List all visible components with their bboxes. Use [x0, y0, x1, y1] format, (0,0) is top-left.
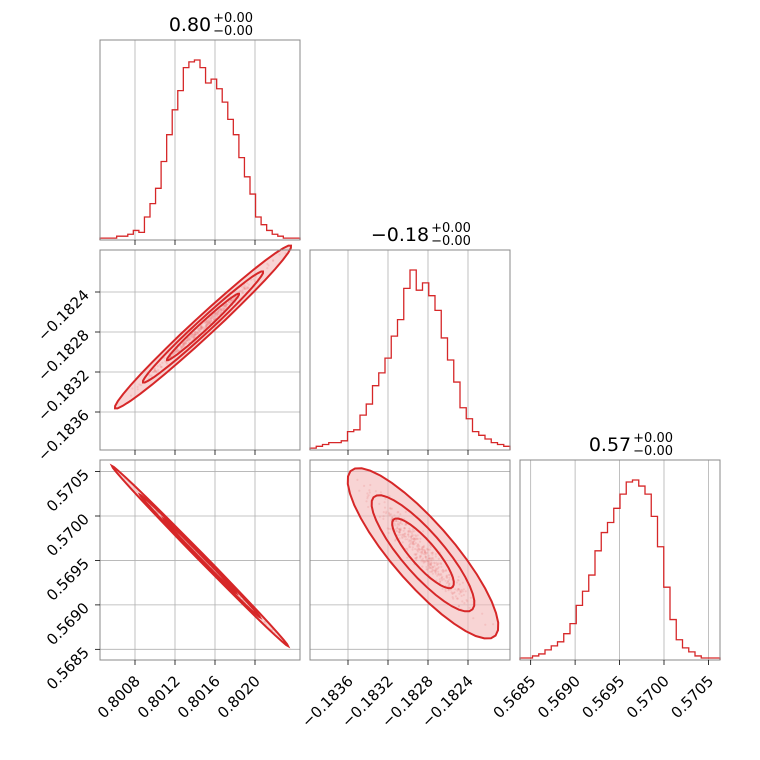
- y-tick-label: 0.5700: [43, 510, 93, 560]
- panel-frame-0-0: [99, 39, 301, 241]
- contour-level-2: [166, 292, 240, 362]
- panel-frame-2-1: [309, 459, 511, 661]
- panel-title-lower: −0.00: [431, 234, 471, 249]
- x-tick-label: 0.8008: [94, 672, 144, 722]
- histogram-2: [519, 479, 721, 660]
- panel-title-upper: +0.00: [213, 11, 253, 26]
- contour-level-1: [370, 494, 476, 613]
- panel-title-upper: +0.00: [431, 221, 471, 236]
- contour-level-1: [142, 270, 264, 384]
- scatter-panel-1-0: [113, 244, 293, 410]
- panel-frame-1-1: [309, 249, 511, 451]
- x-tick-label: 0.8012: [134, 672, 184, 722]
- panel-title-lower: −0.00: [633, 444, 673, 459]
- panel-title-value: −0.18: [371, 224, 429, 246]
- x-tick-label: 0.8020: [214, 672, 264, 722]
- panel-frame-2-0: [99, 459, 301, 661]
- scatter-panel-2-1: [346, 467, 500, 640]
- y-tick-label: 0.5690: [43, 599, 93, 649]
- y-tick-label: 0.5695: [43, 555, 93, 605]
- contour-level-0: [113, 244, 293, 410]
- y-tick-label: 0.5685: [43, 643, 93, 693]
- x-tick-label: 0.5700: [623, 672, 673, 722]
- x-tick-label: 0.5685: [490, 672, 540, 722]
- x-tick-label: 0.5695: [579, 672, 629, 722]
- panel-title-value: 0.80: [169, 14, 211, 36]
- contour-level-2: [161, 516, 239, 596]
- contour-level-2: [391, 517, 455, 590]
- y-tick-label: 0.5705: [43, 466, 93, 516]
- panel-title-value: 0.57: [589, 434, 631, 456]
- panel-title-upper: +0.00: [633, 431, 673, 446]
- panel-title-lower: −0.00: [213, 24, 253, 39]
- histogram-0: [99, 59, 301, 240]
- panel-frame-2-2: [519, 459, 721, 661]
- x-tick-label: 0.8016: [174, 672, 224, 722]
- contour-level-0: [346, 467, 500, 640]
- x-tick-label: 0.5705: [667, 672, 717, 722]
- contour-level-0: [109, 463, 291, 649]
- histogram-1: [309, 269, 511, 450]
- panel-frame-1-0: [99, 249, 301, 451]
- contour-level-1: [137, 492, 263, 620]
- scatter-panel-2-0: [109, 463, 291, 649]
- x-tick-label: 0.5690: [534, 672, 584, 722]
